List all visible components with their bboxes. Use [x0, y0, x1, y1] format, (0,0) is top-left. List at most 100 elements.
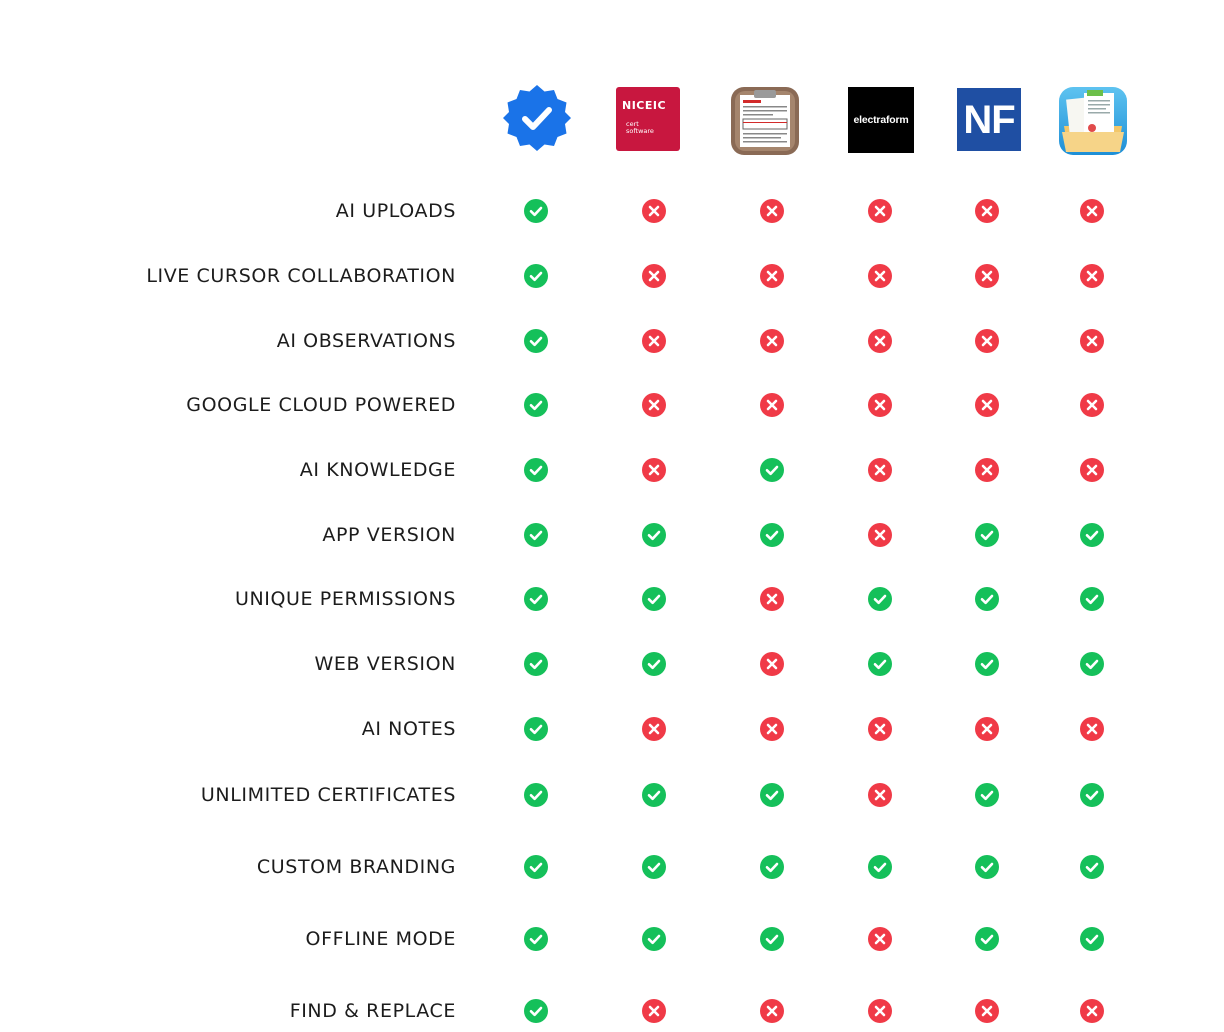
- cross-icon: [760, 393, 784, 417]
- feature-row: AI OBSERVATIONS: [0, 323, 1224, 359]
- feature-label: AI NOTES: [361, 718, 456, 740]
- check-icon: [524, 587, 548, 611]
- feature-row: UNIQUE PERMISSIONS: [0, 581, 1224, 617]
- cross-icon: [1080, 999, 1104, 1023]
- check-icon: [524, 652, 548, 676]
- check-icon: [975, 855, 999, 879]
- check-icon: [1080, 783, 1104, 807]
- cross-icon: [760, 329, 784, 353]
- cross-icon: [975, 264, 999, 288]
- check-icon: [760, 458, 784, 482]
- check-icon: [524, 264, 548, 288]
- check-icon: [642, 927, 666, 951]
- cross-icon: [975, 999, 999, 1023]
- check-icon: [1080, 927, 1104, 951]
- feature-row: UNLIMITED CERTIFICATES: [0, 777, 1224, 813]
- cross-icon: [868, 458, 892, 482]
- cross-icon: [1080, 458, 1104, 482]
- certificate-report-folder-icon: [1058, 86, 1128, 156]
- cross-icon: [868, 199, 892, 223]
- feature-row: CUSTOM BRANDING: [0, 849, 1224, 885]
- check-icon: [642, 652, 666, 676]
- check-icon: [524, 855, 548, 879]
- feature-label: UNLIMITED CERTIFICATES: [200, 784, 456, 806]
- cross-icon: [975, 393, 999, 417]
- electraform-logo: electraform: [848, 87, 914, 153]
- feature-label: LIVE CURSOR COLLABORATION: [146, 265, 456, 287]
- cross-icon: [642, 329, 666, 353]
- cross-icon: [642, 393, 666, 417]
- cross-icon: [868, 783, 892, 807]
- check-icon: [642, 855, 666, 879]
- check-icon: [975, 927, 999, 951]
- check-icon: [1080, 855, 1104, 879]
- feature-label: OFFLINE MODE: [305, 928, 456, 950]
- niceic-subtext: cert software: [626, 120, 654, 135]
- feature-row: APP VERSION: [0, 517, 1224, 553]
- electraform-wordmark: electraform: [853, 114, 909, 126]
- cross-icon: [975, 329, 999, 353]
- feature-row: AI UPLOADS: [0, 193, 1224, 229]
- check-icon: [524, 458, 548, 482]
- feature-label: CUSTOM BRANDING: [256, 856, 456, 878]
- check-icon: [524, 999, 548, 1023]
- nf-logo: NF: [957, 88, 1021, 151]
- check-icon: [524, 927, 548, 951]
- check-icon: [524, 783, 548, 807]
- check-icon: [1080, 523, 1104, 547]
- cross-icon: [760, 652, 784, 676]
- cross-icon: [760, 587, 784, 611]
- check-icon: [760, 855, 784, 879]
- cross-icon: [975, 717, 999, 741]
- feature-row: AI KNOWLEDGE: [0, 452, 1224, 488]
- check-icon: [524, 393, 548, 417]
- cross-icon: [642, 264, 666, 288]
- check-icon: [975, 783, 999, 807]
- cross-icon: [1080, 393, 1104, 417]
- niceic-wordmark: NICEIC: [622, 99, 667, 112]
- verified-check-badge-icon: [502, 83, 572, 153]
- cross-icon: [975, 199, 999, 223]
- feature-label: AI UPLOADS: [335, 200, 456, 222]
- cross-icon: [868, 264, 892, 288]
- check-icon: [524, 523, 548, 547]
- check-icon: [868, 587, 892, 611]
- feature-label: UNIQUE PERMISSIONS: [234, 588, 456, 610]
- cross-icon: [760, 199, 784, 223]
- clipboard-form-icon: [730, 86, 800, 156]
- cross-icon: [642, 999, 666, 1023]
- cross-icon: [1080, 199, 1104, 223]
- cross-icon: [1080, 329, 1104, 353]
- feature-label: APP VERSION: [322, 524, 456, 546]
- feature-row: WEB VERSION: [0, 646, 1224, 682]
- check-icon: [868, 652, 892, 676]
- cross-icon: [868, 999, 892, 1023]
- feature-row: OFFLINE MODE: [0, 921, 1224, 957]
- niceic-logo: NICEIC cert software: [616, 87, 680, 151]
- product-logo-row: NICEIC cert software electraform NF: [0, 0, 1224, 180]
- feature-label: GOOGLE CLOUD POWERED: [186, 394, 456, 416]
- feature-row: GOOGLE CLOUD POWERED: [0, 387, 1224, 423]
- check-icon: [1080, 587, 1104, 611]
- feature-label: FIND & REPLACE: [289, 1000, 456, 1022]
- check-icon: [760, 783, 784, 807]
- feature-row: FIND & REPLACE: [0, 993, 1224, 1029]
- check-icon: [1080, 652, 1104, 676]
- check-icon: [760, 927, 784, 951]
- check-icon: [524, 717, 548, 741]
- cross-icon: [642, 199, 666, 223]
- cross-icon: [868, 523, 892, 547]
- cross-icon: [1080, 717, 1104, 741]
- nf-wordmark: NF: [963, 97, 1015, 142]
- cross-icon: [975, 458, 999, 482]
- check-icon: [642, 587, 666, 611]
- check-icon: [760, 523, 784, 547]
- cross-icon: [760, 717, 784, 741]
- cross-icon: [760, 999, 784, 1023]
- check-icon: [975, 523, 999, 547]
- check-icon: [642, 783, 666, 807]
- cross-icon: [868, 393, 892, 417]
- feature-label: WEB VERSION: [314, 653, 456, 675]
- check-icon: [868, 855, 892, 879]
